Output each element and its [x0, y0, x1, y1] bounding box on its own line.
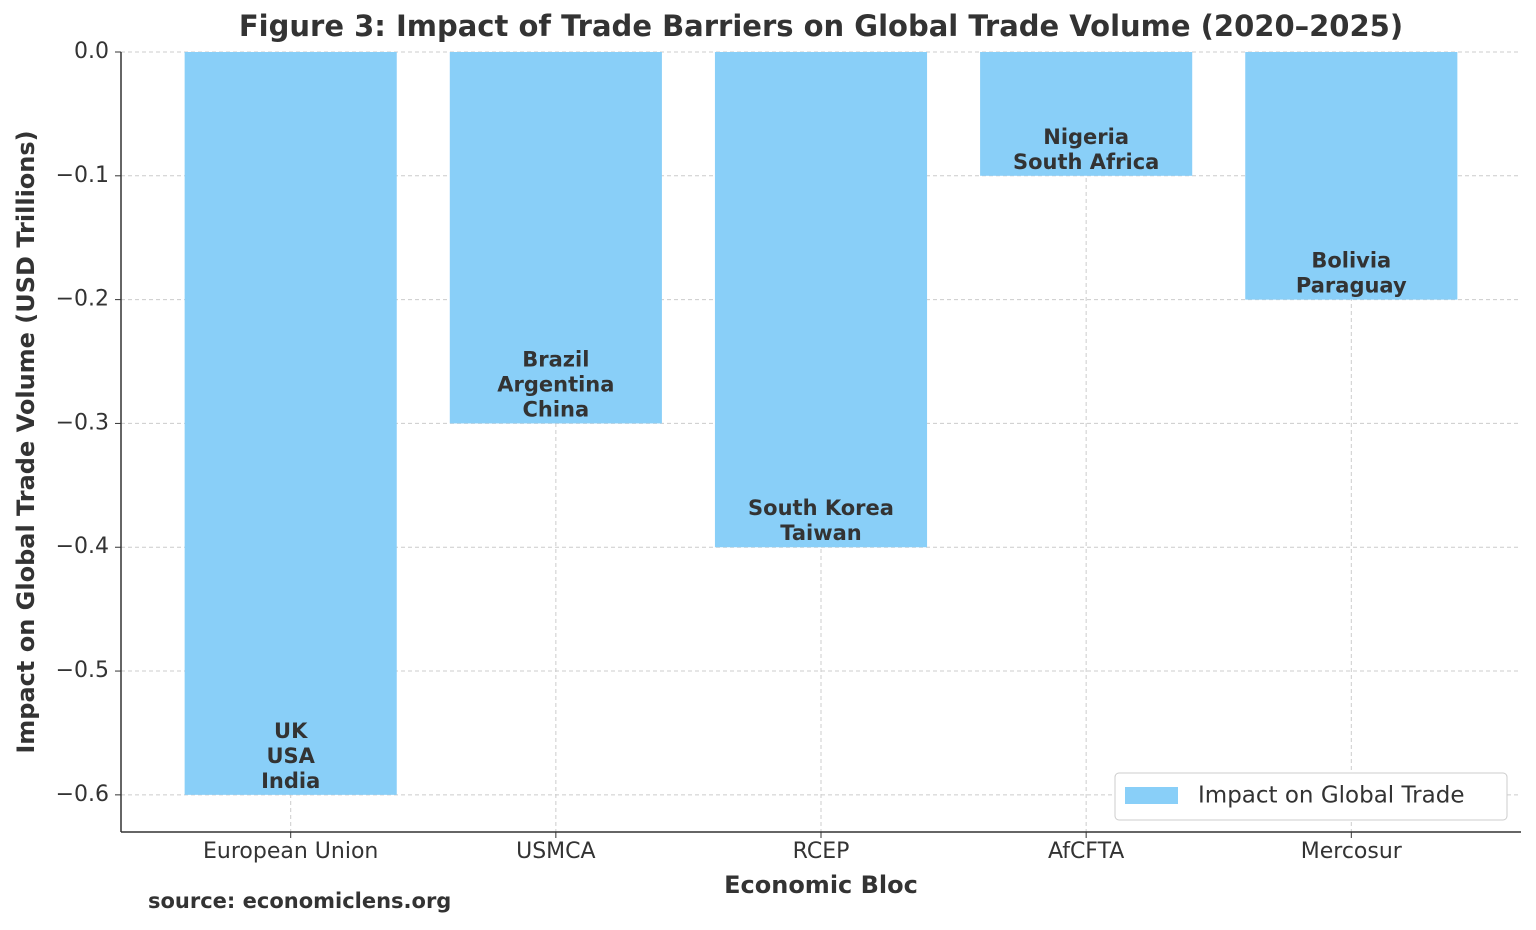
bar-annotation: India: [261, 769, 320, 793]
y-tick-label: −0.3: [56, 410, 109, 435]
bar-annotation: Brazil: [522, 347, 589, 371]
legend-label: Impact on Global Trade: [1198, 783, 1464, 809]
legend-box: [1114, 772, 1508, 821]
x-axis-label: Economic Bloc: [724, 871, 918, 899]
bar-annotation: Paraguay: [1296, 274, 1407, 298]
bar-annotation: Bolivia: [1311, 249, 1391, 273]
bar-annotation: UK: [274, 719, 308, 743]
bar-annotation: Argentina: [497, 372, 614, 396]
x-tick-label: RCEP: [793, 839, 850, 864]
bar: [1245, 52, 1458, 300]
y-tick-label: 0.0: [74, 39, 109, 64]
bar-annotation: South Korea: [748, 496, 894, 520]
bar: [184, 52, 397, 795]
bar-annotation: Nigeria: [1043, 125, 1129, 149]
bar-annotation: China: [523, 397, 590, 421]
bar-annotation: South Africa: [1013, 150, 1159, 174]
x-tick-label: European Union: [203, 839, 378, 864]
bar: [714, 52, 928, 548]
y-tick-label: −0.4: [56, 534, 109, 559]
x-tick-label: USMCA: [516, 839, 595, 864]
bar: [449, 52, 662, 424]
bar-annotation: Taiwan: [780, 521, 862, 545]
x-tick-label: Mercosur: [1301, 839, 1403, 864]
x-tick-label: AfCFTA: [1048, 839, 1124, 864]
y-axis-label: Impact on Global Trade Volume (USD Trill…: [12, 130, 40, 753]
legend-swatch: [1125, 787, 1178, 804]
legend: Impact on Global Trade: [1114, 772, 1508, 821]
y-tick-label: −0.1: [56, 163, 109, 188]
y-tick-label: −0.5: [56, 658, 109, 683]
bar-annotation: USA: [266, 744, 315, 768]
source-note: source: economiclens.org: [148, 889, 451, 913]
y-tick-label: −0.2: [56, 287, 109, 312]
chart-title: Figure 3: Impact of Trade Barriers on Gl…: [239, 9, 1403, 43]
y-tick-label: −0.6: [56, 782, 109, 807]
bar: [980, 52, 1193, 176]
